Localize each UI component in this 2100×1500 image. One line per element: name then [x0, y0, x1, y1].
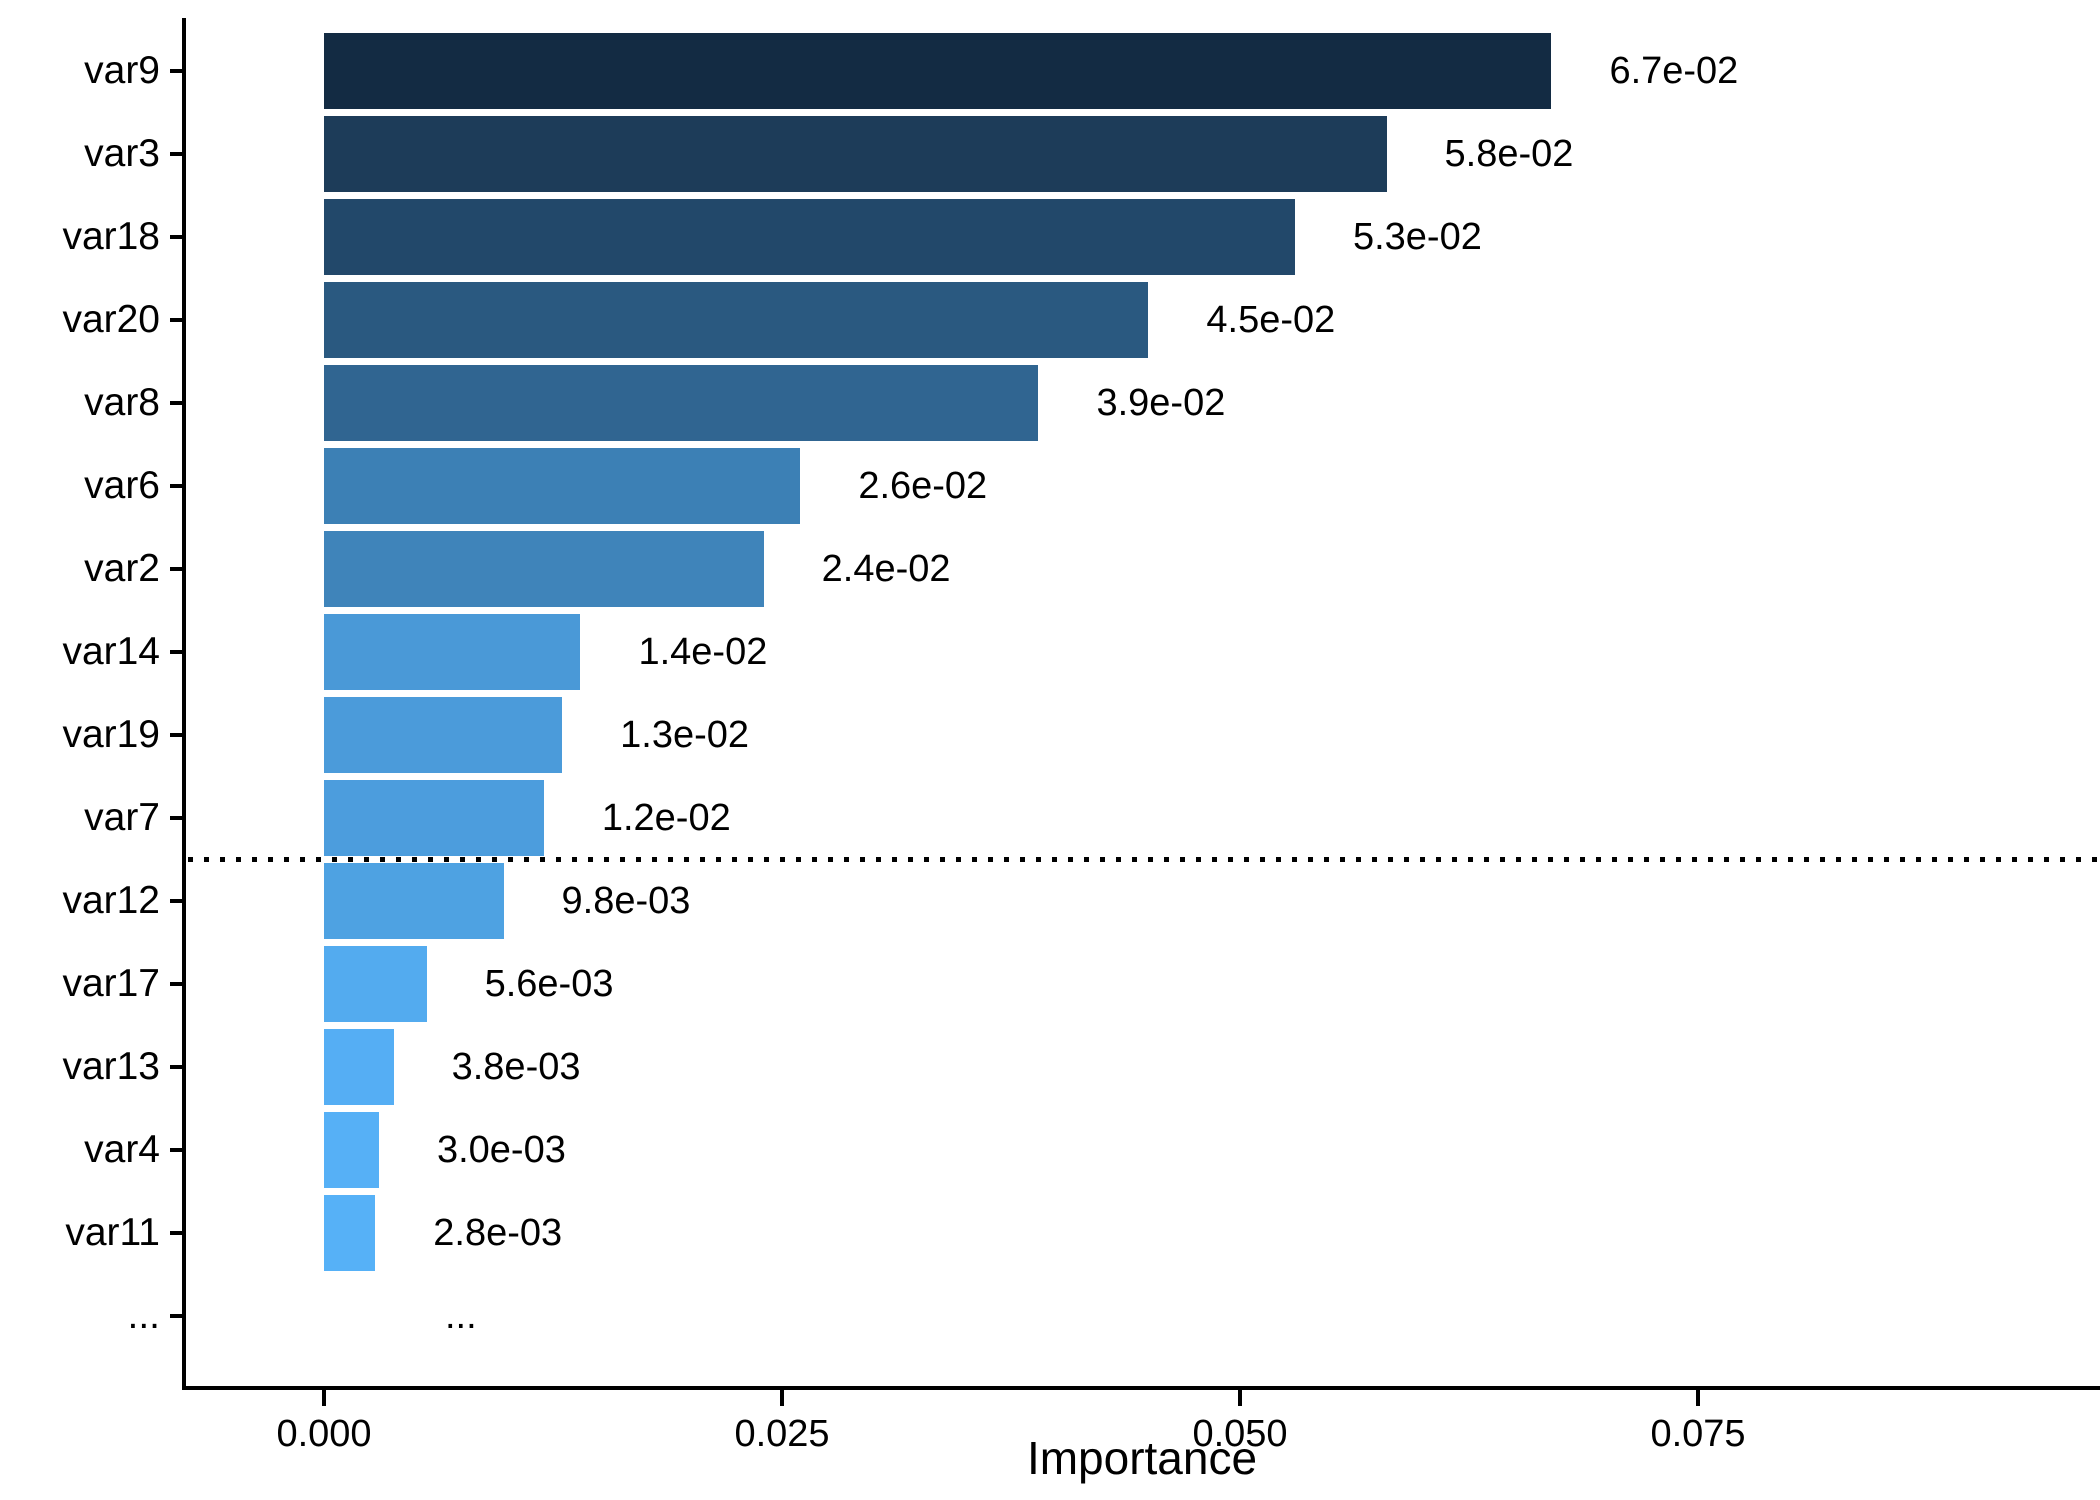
y-tick-mark: [170, 152, 182, 156]
importance-bar: [324, 199, 1295, 275]
y-axis-category-label: var12: [62, 879, 160, 922]
y-tick-mark: [170, 567, 182, 571]
y-tick-mark: [170, 1231, 182, 1235]
bar-value-label: 2.8e-03: [433, 1212, 563, 1254]
bar-value-label: 3.8e-03: [451, 1046, 581, 1088]
importance-bar: [324, 863, 504, 939]
importance-bar: [324, 282, 1149, 358]
y-tick-mark: [170, 401, 182, 405]
y-axis-category-label: var8: [84, 381, 160, 424]
y-axis-category-label: var14: [62, 630, 160, 673]
bar-value-label: 6.7e-02: [1609, 50, 1739, 92]
y-axis-category-label: var7: [84, 796, 160, 839]
y-axis-category-label: ...: [127, 1294, 160, 1337]
x-tick-mark: [780, 1390, 784, 1406]
bar-value-label: 4.5e-02: [1206, 299, 1336, 341]
importance-bar: [324, 365, 1039, 441]
y-tick-mark: [170, 650, 182, 654]
y-axis-category-label: var6: [84, 464, 160, 507]
threshold-dotted-line: [188, 857, 2100, 862]
bar-value-label: 2.4e-02: [821, 548, 951, 590]
importance-bar: [324, 531, 764, 607]
bar-value-label: 9.8e-03: [561, 880, 691, 922]
y-axis-category-label: var9: [84, 49, 160, 92]
y-axis-category-label: var4: [84, 1128, 160, 1171]
importance-bar: [324, 946, 427, 1022]
y-axis-category-label: var13: [62, 1045, 160, 1088]
bar-value-label: 1.4e-02: [638, 631, 768, 673]
bar-value-label: 1.2e-02: [601, 797, 731, 839]
y-tick-mark: [170, 733, 182, 737]
bar-value-label: 3.0e-03: [436, 1129, 566, 1171]
y-axis-category-label: var2: [84, 547, 160, 590]
importance-bar: [324, 1029, 394, 1105]
y-axis-category-label: var3: [84, 132, 160, 175]
x-axis-title: Importance: [1026, 1432, 1258, 1484]
y-axis-category-label: var20: [62, 298, 160, 341]
bar-value-label: 1.3e-02: [620, 714, 750, 756]
y-tick-mark: [170, 69, 182, 73]
y-tick-mark: [170, 816, 182, 820]
y-tick-mark: [170, 484, 182, 488]
x-tick-label: 0.075: [1650, 1413, 1746, 1455]
importance-bar: [324, 697, 563, 773]
y-axis-category-label: var19: [62, 713, 160, 756]
bar-value-label: 5.3e-02: [1352, 216, 1482, 258]
bar-value-label: 2.6e-02: [858, 465, 988, 507]
y-tick-mark: [170, 1314, 182, 1318]
x-tick-label: 0.000: [276, 1413, 372, 1455]
y-tick-mark: [170, 982, 182, 986]
x-tick-mark: [1238, 1390, 1242, 1406]
importance-bar: [324, 448, 801, 524]
importance-bar: [324, 1195, 376, 1271]
y-axis-line: [182, 18, 186, 1390]
y-tick-mark: [170, 235, 182, 239]
y-axis-category-label: var18: [62, 215, 160, 258]
y-axis-category-label: var11: [65, 1211, 160, 1254]
importance-bar: [324, 614, 581, 690]
y-tick-mark: [170, 1148, 182, 1152]
y-tick-mark: [170, 1065, 182, 1069]
x-tick-label: 0.050: [1192, 1413, 1288, 1455]
bar-value-label: 3.9e-02: [1096, 382, 1226, 424]
importance-bar: [324, 116, 1387, 192]
bar-value-label: 5.8e-02: [1444, 133, 1574, 175]
y-axis-category-label: var17: [62, 962, 160, 1005]
x-axis-line: [182, 1386, 2100, 1390]
bar-value-label: 5.6e-03: [484, 963, 614, 1005]
importance-bar: [324, 1112, 379, 1188]
importance-bar: [324, 780, 544, 856]
x-tick-label: 0.025: [734, 1413, 830, 1455]
bar-value-label: ...: [445, 1295, 477, 1337]
x-tick-mark: [322, 1390, 326, 1406]
importance-bar: [324, 33, 1552, 109]
x-tick-mark: [1696, 1390, 1700, 1406]
y-tick-mark: [170, 318, 182, 322]
y-tick-mark: [170, 899, 182, 903]
